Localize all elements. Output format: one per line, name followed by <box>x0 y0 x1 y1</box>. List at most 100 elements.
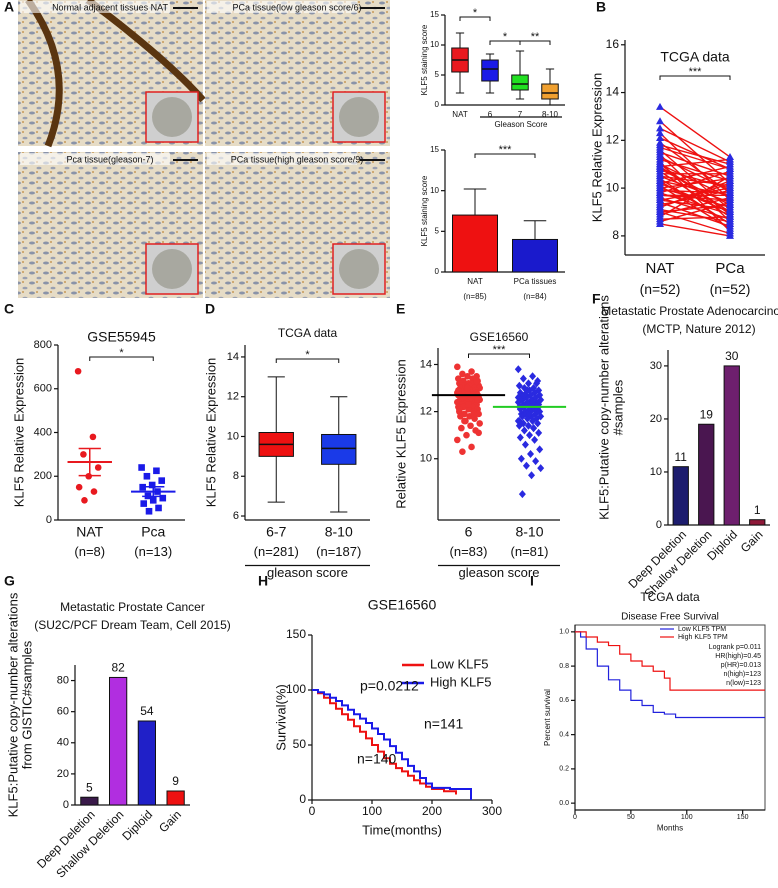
point <box>94 464 102 471</box>
box <box>321 433 357 465</box>
point <box>529 372 537 381</box>
pair-line <box>659 177 731 189</box>
x-tick-label: PCa tissues <box>514 277 557 286</box>
y-tick-label: 150 <box>286 627 306 641</box>
point <box>516 395 524 404</box>
chart-title: GSE16560 <box>470 330 529 344</box>
y-tick-label: 0 <box>435 100 440 109</box>
point <box>726 198 734 206</box>
value-label: 9 <box>172 774 179 788</box>
point <box>81 497 88 504</box>
point <box>519 374 527 383</box>
point <box>526 409 533 418</box>
y-tick-label: 20 <box>57 768 69 780</box>
point <box>518 412 526 421</box>
bar <box>723 365 740 526</box>
x-axis-label: Time(months) <box>362 823 442 838</box>
x-tick-label: NAT <box>467 277 483 286</box>
point <box>656 102 664 110</box>
caption-bg <box>207 1 357 13</box>
n-label: (n=187) <box>316 544 361 559</box>
y-tick-label: 5 <box>435 70 440 79</box>
survival-curve <box>312 689 472 800</box>
y-tick-label: 5 <box>435 226 440 235</box>
x-tick-label: Gain <box>156 807 184 835</box>
x-tick-label: 6 <box>488 110 493 119</box>
pair-line <box>659 175 731 218</box>
pair-line <box>659 223 731 237</box>
sig-bracket <box>89 356 154 361</box>
point <box>530 424 538 433</box>
y-axis-label: from GISTIC#samples <box>19 640 34 769</box>
point <box>535 428 543 437</box>
sig-label: *** <box>493 344 507 356</box>
point <box>531 435 539 444</box>
point <box>465 401 472 408</box>
point <box>476 420 483 427</box>
pair-line <box>659 163 731 215</box>
y-axis-label: KLF5:Putative copy-number alterations <box>596 295 611 520</box>
bar <box>452 214 498 273</box>
y-tick-label: 0.8 <box>559 663 569 670</box>
y-tick-label: 10 <box>606 180 620 194</box>
survival-curve <box>312 689 457 795</box>
stat-label: p(HR)=0.013 <box>721 662 761 669</box>
y-tick-label: 10 <box>430 186 439 195</box>
panel-letter: C <box>4 301 14 317</box>
tma-core <box>339 249 379 289</box>
point <box>474 396 481 404</box>
point <box>656 160 664 168</box>
y-tick-label: 0.0 <box>559 800 569 807</box>
x-tick-label: NAT <box>646 260 675 277</box>
y-tick-label: 15 <box>430 10 439 19</box>
x-tick-label: 50 <box>627 814 635 821</box>
bar <box>166 790 185 806</box>
y-tick-label: 14 <box>420 358 432 370</box>
sig-label: * <box>119 347 124 359</box>
chart-title: TCGA data <box>278 326 338 340</box>
legend-label: High KLF5 <box>430 674 491 689</box>
pair-line <box>659 158 731 182</box>
chart-title: TCGA data <box>660 49 729 65</box>
point <box>726 186 734 194</box>
point <box>90 488 98 495</box>
panel-letter: A <box>4 0 14 15</box>
point <box>145 507 153 515</box>
image-caption: Normal adjacent tissues NAT <box>52 2 168 12</box>
point <box>463 431 470 439</box>
pair-line <box>659 175 731 187</box>
point <box>528 471 536 480</box>
point <box>656 219 664 227</box>
stat-label: n(low)=123 <box>726 680 761 687</box>
y-tick-label: 80 <box>57 674 69 686</box>
point <box>521 440 529 449</box>
y-tick-label: 1.0 <box>559 629 569 636</box>
x-axis-label: gleason score <box>459 565 540 580</box>
point <box>143 472 151 480</box>
y-tick-label: 30 <box>650 360 662 372</box>
y-tick-label: 100 <box>286 682 306 696</box>
point <box>458 424 465 432</box>
point <box>726 157 734 165</box>
y-axis-label: KLF5 Relative Expression <box>589 73 604 223</box>
point <box>726 219 734 227</box>
legend-label: Low KLF5 TPM <box>678 626 726 633</box>
point <box>726 172 734 180</box>
pair-line <box>659 165 731 185</box>
stat-label: HR(high)=0.45 <box>715 653 761 660</box>
pair-line <box>659 151 731 177</box>
y-tick-label: 8 <box>612 228 619 242</box>
y-tick-label: 50 <box>293 737 307 751</box>
panel-letter: E <box>396 301 405 317</box>
caption-bg <box>20 153 170 165</box>
x-tick-label: 6 <box>465 524 473 540</box>
legend-label: High KLF5 TPM <box>678 634 728 641</box>
pair-line <box>659 180 731 225</box>
point <box>515 417 523 426</box>
x-tick-label: NAT <box>76 524 103 540</box>
point <box>454 436 461 444</box>
point <box>656 203 664 211</box>
point <box>726 165 734 172</box>
value-label: 1 <box>754 503 761 517</box>
